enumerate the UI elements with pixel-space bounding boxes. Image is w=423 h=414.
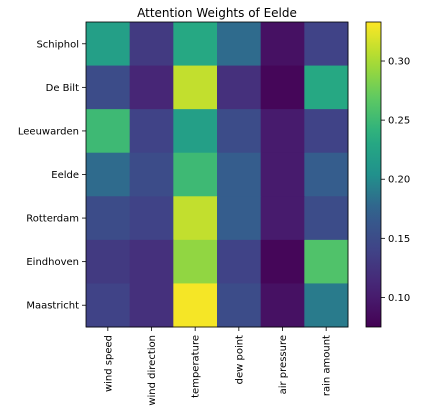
heatmap-cell xyxy=(86,152,131,197)
row-label: Rotterdam xyxy=(26,214,79,225)
heatmap-cell xyxy=(260,65,305,110)
heatmap-cell xyxy=(86,239,131,284)
heatmap-cell xyxy=(217,65,262,110)
heatmap-cell xyxy=(173,65,218,110)
heatmap-cell xyxy=(217,283,262,328)
heatmap-cell xyxy=(217,196,262,241)
heatmap-cell xyxy=(217,22,262,67)
column-label: dew point xyxy=(234,335,245,384)
heatmap-cell xyxy=(217,239,262,284)
heatmap-cell xyxy=(86,109,131,154)
plot-frame xyxy=(85,21,349,328)
heatmap-cell xyxy=(260,196,305,241)
column-label: temperature xyxy=(191,335,202,398)
heatmap-cell xyxy=(304,152,349,197)
heatmap-cell xyxy=(129,109,174,154)
chart-title: Attention Weights of Eelde xyxy=(137,6,297,20)
row-label: De Bilt xyxy=(46,83,79,94)
heatmap-cell xyxy=(173,152,218,197)
column-labels: wind speed wind direction temperature dew p… xyxy=(103,327,333,406)
heatmap-cell xyxy=(304,239,349,284)
colorbar xyxy=(365,21,382,328)
heatmap-cell xyxy=(173,283,218,328)
heatmap-cell xyxy=(217,152,262,197)
heatmap-cell xyxy=(129,22,174,67)
heatmap-cell xyxy=(304,109,349,154)
row-label: Eindhoven xyxy=(26,257,79,268)
colorbar-tick-label: 0.10 xyxy=(388,293,410,304)
heatmap-cell xyxy=(173,109,218,154)
colorbar-tick-label: 0.20 xyxy=(388,175,410,186)
heatmap-cell xyxy=(304,283,349,328)
heatmap-cell xyxy=(86,65,131,110)
colorbar-tick-label: 0.15 xyxy=(388,234,410,245)
row-label: Maastricht xyxy=(26,301,79,312)
heatmap-cell xyxy=(260,109,305,154)
colorbar-tick-label: 0.25 xyxy=(388,116,410,127)
heatmap-cell xyxy=(86,283,131,328)
heatmap-cell xyxy=(129,239,174,284)
heatmap-cell xyxy=(173,22,218,67)
heatmap-cell xyxy=(260,239,305,284)
row-label: Schiphol xyxy=(36,39,79,50)
column-label: air pressure xyxy=(278,335,289,394)
row-label: Leeuwarden xyxy=(18,126,79,137)
colorbar-tick-label: 0.30 xyxy=(388,57,410,68)
column-label: rain amount xyxy=(322,335,333,396)
heatmap-cell xyxy=(86,196,131,241)
heatmap-cell xyxy=(260,283,305,328)
heatmap-cell xyxy=(260,152,305,197)
heatmap-cell xyxy=(260,22,305,67)
heatmap-cell xyxy=(129,65,174,110)
row-labels: Schiphol De Bilt Leeuwarden Eelde Rotterdam E… xyxy=(18,39,86,312)
heatmap-cell xyxy=(129,283,174,328)
heatmap-cell xyxy=(129,152,174,197)
column-label: wind direction xyxy=(147,335,158,406)
colorbar-ticks: 0.10 0.15 0.20 0.25 0.30 xyxy=(381,57,410,304)
column-label: wind speed xyxy=(103,335,114,392)
heatmap-cell xyxy=(217,109,262,154)
heatmap-cells xyxy=(86,22,349,328)
heatmap-cell xyxy=(129,196,174,241)
heatmap-cell xyxy=(173,196,218,241)
row-label: Eelde xyxy=(51,170,79,181)
heatmap-cell xyxy=(304,65,349,110)
heatmap-cell xyxy=(304,22,349,67)
heatmap-cell xyxy=(173,239,218,284)
heatmap-cell xyxy=(304,196,349,241)
heatmap-cell xyxy=(86,22,131,67)
